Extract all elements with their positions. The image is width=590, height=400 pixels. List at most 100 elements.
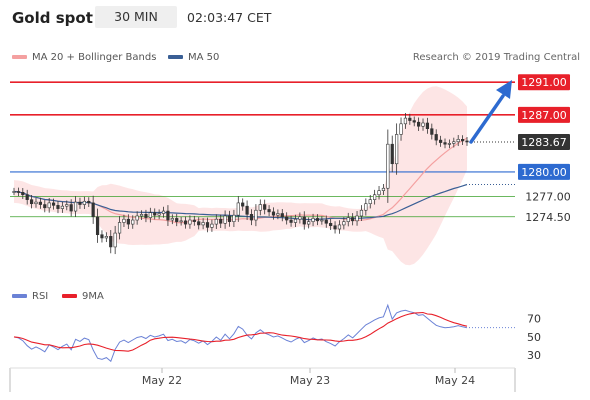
- candle: [452, 141, 456, 144]
- candle: [12, 191, 16, 193]
- candle: [170, 218, 174, 221]
- candle: [236, 202, 240, 216]
- candle: [117, 222, 122, 234]
- candle: [65, 204, 69, 207]
- timestamp: 02:03:47 CET: [187, 10, 272, 25]
- candle: [289, 219, 293, 223]
- candle: [21, 192, 25, 196]
- candle: [157, 213, 161, 216]
- candle: [95, 216, 100, 236]
- candle: [285, 216, 289, 221]
- ma50-swatch: [168, 55, 183, 59]
- candle: [364, 203, 368, 211]
- candle: [210, 223, 214, 228]
- candle: [148, 212, 152, 218]
- candle: [104, 236, 108, 239]
- candle: [373, 194, 377, 200]
- legend-rsi: RSI: [12, 291, 48, 302]
- candle: [82, 200, 86, 205]
- candle: [188, 219, 192, 225]
- candle: [192, 219, 196, 222]
- rsi-tick-label: 70: [527, 313, 541, 326]
- candle: [395, 134, 399, 165]
- candle: [315, 218, 320, 222]
- candle: [263, 204, 267, 210]
- candle: [342, 221, 346, 226]
- candle: [135, 215, 139, 221]
- candle: [144, 214, 148, 218]
- candle: [43, 204, 47, 209]
- rsi-9ma-line: [13, 311, 468, 352]
- candle: [87, 200, 91, 204]
- candle: [368, 199, 372, 205]
- candle: [271, 211, 276, 216]
- candle: [293, 218, 298, 223]
- candle: [109, 236, 113, 248]
- candle: [16, 191, 20, 193]
- candle: [113, 232, 117, 248]
- resistance-label-box: [518, 74, 570, 91]
- candle: [390, 143, 394, 165]
- candle: [100, 234, 104, 239]
- candle: [131, 219, 135, 225]
- x-axis-tick-label: May 23: [290, 374, 330, 387]
- legend-rsi-label: RSI: [32, 291, 49, 302]
- chart-title: Gold spot: [12, 9, 93, 27]
- candle: [161, 210, 166, 214]
- ma20-swatch: [12, 55, 27, 59]
- rsi-tick-label: 50: [527, 331, 541, 344]
- candle: [91, 202, 95, 218]
- candle: [249, 214, 254, 221]
- credit-text: Research © 2019 Trading Central: [412, 52, 580, 63]
- candle: [386, 143, 390, 189]
- candle: [227, 215, 232, 222]
- candle: [56, 205, 60, 209]
- candle: [232, 214, 236, 222]
- candle: [122, 218, 126, 223]
- candle: [425, 122, 430, 130]
- candle: [456, 139, 460, 143]
- support-label: 1277.00: [525, 190, 571, 203]
- candle: [399, 123, 403, 135]
- legend-ma50-label: MA 50: [188, 52, 220, 63]
- last-price-label-box: [518, 133, 570, 150]
- candle: [298, 216, 302, 220]
- candle: [219, 218, 223, 224]
- candle: [346, 217, 350, 222]
- candle: [258, 204, 262, 211]
- forecast-arrow-head: [496, 79, 512, 99]
- candle: [51, 202, 56, 206]
- candle: [443, 142, 447, 145]
- candle: [421, 122, 425, 127]
- candle: [153, 212, 157, 216]
- rsi-tick-label: 30: [527, 349, 541, 362]
- candle: [183, 220, 188, 225]
- candle: [73, 201, 78, 212]
- forecast-arrow-shaft: [469, 94, 505, 144]
- candle: [333, 225, 337, 230]
- candle: [307, 221, 311, 225]
- candle: [60, 205, 64, 209]
- candle: [403, 117, 408, 125]
- candle: [377, 190, 381, 196]
- candle: [139, 214, 144, 217]
- candle: [254, 209, 258, 221]
- candle: [267, 209, 271, 213]
- candle: [201, 222, 205, 226]
- candle: [324, 219, 328, 224]
- candle: [47, 202, 51, 209]
- candle: [29, 199, 34, 205]
- candle: [175, 218, 179, 222]
- candle: [381, 187, 386, 191]
- candle: [78, 201, 82, 205]
- candle: [439, 139, 443, 143]
- candle: [461, 139, 465, 142]
- candle: [280, 213, 284, 218]
- candle: [38, 201, 42, 205]
- last-price-label: 1283.67: [521, 136, 567, 149]
- candle: [329, 222, 333, 227]
- timeframe-selector[interactable]: 30 MIN: [95, 6, 177, 28]
- legend-ma20-label: MA 20 + Bollinger Bands: [32, 52, 157, 63]
- candle: [337, 224, 342, 230]
